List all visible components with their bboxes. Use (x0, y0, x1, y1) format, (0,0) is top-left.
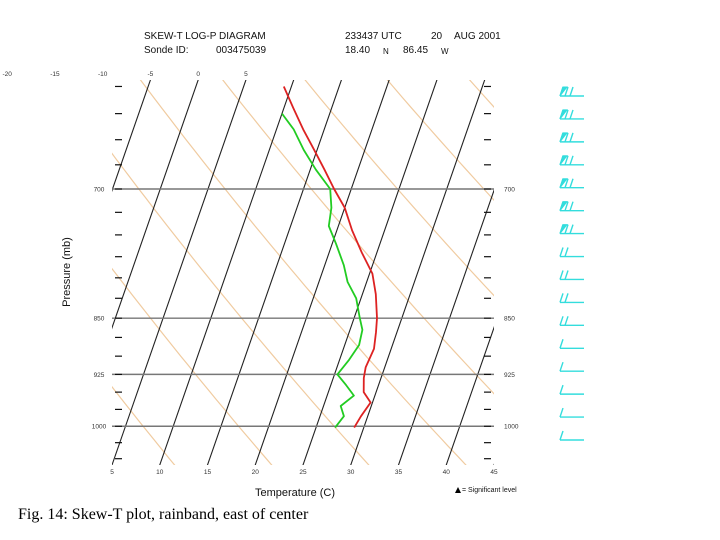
temperature-trace (282, 86, 378, 429)
observation-day: 20 (431, 31, 443, 42)
bottom-tick-label: 35 (395, 469, 403, 476)
wind-barb (559, 270, 584, 281)
dry-adiabats (0, 41, 720, 478)
isotherm-line (350, 80, 486, 465)
bottom-tick-label: 10 (156, 469, 164, 476)
pressure-label-left: 925 (94, 372, 105, 379)
dry-adiabat-line (112, 267, 273, 465)
dry-adiabat-line (0, 41, 87, 478)
figure-caption: Fig. 14: Skew-T plot, rainband, east of … (18, 506, 309, 523)
dry-adiabat-line (468, 80, 494, 108)
dry-adiabat-line (516, 41, 720, 478)
isotherm-line (159, 80, 295, 465)
wind-barbs (559, 86, 584, 441)
top-tick-label: 5 (244, 71, 248, 78)
isotherm-line (0, 70, 11, 475)
dry-adiabat-line (222, 80, 494, 395)
longitude-hemisphere: W (441, 47, 449, 56)
dry-adiabat-line (678, 41, 720, 478)
isotherm-line (397, 188, 494, 465)
wind-barb (559, 178, 584, 189)
pressure-label-right: 1000 (504, 424, 519, 431)
top-tick-label: 0 (196, 71, 200, 78)
isotherm-line (0, 70, 106, 475)
isotherm-line (0, 70, 58, 475)
significant-level-legend: = Significant level (455, 487, 517, 494)
top-tick-label: -20 (2, 71, 12, 78)
significant-level-triangle-icon (455, 487, 461, 493)
isotherm-line (206, 80, 342, 465)
significant-level-text: = Significant level (462, 487, 517, 494)
pressure-label-left: 1000 (92, 424, 107, 431)
pressure-ticks (115, 85, 491, 460)
pressure-label-right: 925 (504, 372, 515, 379)
isobars (112, 188, 494, 427)
axis-labels: 700 700 850 850 925 925 1000 1000 5 10 15 20 25 30 35 4… (2, 71, 519, 476)
dewpoint-trace (281, 113, 364, 429)
top-tick-label: -15 (50, 71, 60, 78)
wind-barb (559, 361, 584, 372)
y-axis-title: Pressure (mb) (61, 237, 73, 307)
sounding-series (281, 86, 378, 429)
bottom-tick-label: 20 (252, 469, 260, 476)
wind-barb (559, 316, 584, 327)
latitude-hemisphere: N (383, 47, 389, 56)
dry-adiabat-line (304, 80, 494, 297)
bottom-tick-label: 15 (204, 469, 212, 476)
dry-adiabat-line (597, 41, 720, 478)
dry-adiabat-line (112, 385, 176, 465)
observation-month-year: AUG 2001 (454, 31, 501, 42)
wind-barb (559, 430, 584, 441)
wind-barb (559, 339, 584, 349)
dry-adiabat-line (386, 80, 494, 202)
bottom-tick-label: 30 (347, 469, 355, 476)
dry-adiabat-line (112, 152, 370, 465)
pressure-label-right: 700 (504, 187, 515, 194)
sonde-label: Sonde ID: (144, 45, 189, 56)
isotherm-line (112, 80, 247, 465)
wind-barb (559, 132, 584, 143)
wind-barb (559, 224, 584, 235)
isotherm-line (112, 80, 151, 193)
wind-barb (559, 86, 584, 97)
bottom-tick-label: 45 (490, 469, 498, 476)
longitude: 86.45 (403, 45, 429, 56)
top-tick-label: -10 (98, 71, 108, 78)
wind-barb (559, 407, 584, 418)
isotherm-line (445, 326, 494, 465)
dry-adiabat-line (139, 80, 467, 465)
isotherms (0, 70, 494, 475)
observation-time: 233437 UTC (345, 31, 402, 42)
latitude: 18.40 (345, 45, 371, 56)
isotherm-line (254, 80, 390, 465)
wind-barb (559, 247, 584, 258)
isotherm-line (302, 80, 438, 465)
x-axis-title: Temperature (C) (255, 487, 335, 499)
chart-title: SKEW-T LOG-P DIAGRAM (144, 31, 266, 42)
sonde-id: 003475039 (216, 45, 267, 56)
pressure-label-right: 850 (504, 316, 515, 323)
pressure-label-left: 850 (94, 316, 105, 323)
wind-barb (559, 109, 584, 120)
wind-barb (559, 201, 584, 212)
bottom-tick-label: 5 (110, 469, 114, 476)
bottom-tick-label: 40 (443, 469, 451, 476)
wind-barb (559, 293, 584, 304)
top-tick-label: -5 (148, 71, 154, 78)
bottom-tick-label: 25 (299, 469, 307, 476)
wind-barb (559, 155, 584, 166)
pressure-label-left: 700 (94, 187, 105, 194)
isotherm-line (112, 80, 199, 330)
wind-barb (559, 384, 584, 395)
